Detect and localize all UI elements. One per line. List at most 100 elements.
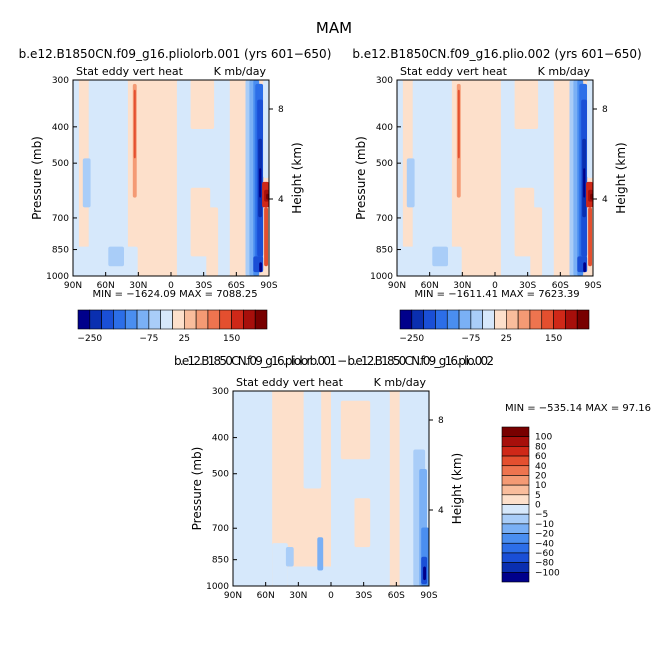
y-tick-label: 500	[376, 159, 393, 169]
contour-region	[397, 80, 403, 276]
colorbar-swatch	[243, 309, 256, 330]
panel-3: b.e12.B1850CN.f09_g16.pliolorb.001 − b.e…	[174, 354, 651, 601]
contour-region	[423, 566, 426, 581]
colorbar-label: 25	[179, 334, 190, 344]
colorbar-swatch	[517, 309, 531, 330]
contour-region	[133, 89, 136, 159]
contour-region	[583, 262, 587, 273]
colorbar-label: −250	[77, 334, 102, 344]
colorbar-label: 150	[545, 334, 562, 344]
colorbar-swatch	[501, 572, 530, 583]
colorbar-label: 100	[535, 433, 552, 443]
y2-tick-label: 8	[278, 105, 284, 115]
colorbar-swatch	[501, 542, 530, 554]
colorbar-swatch	[501, 504, 530, 515]
contour-region	[88, 80, 128, 276]
colorbar-label: −80	[535, 559, 554, 569]
contour-region	[108, 246, 124, 267]
colorbar-swatch	[399, 309, 413, 330]
colorbar-label: 40	[535, 462, 547, 472]
colorbar-label: −5	[535, 510, 548, 520]
contour-region	[588, 207, 592, 267]
y-tick-label: 300	[212, 387, 229, 397]
colorbar-swatch	[207, 309, 221, 330]
x-tick-label: 30S	[195, 281, 212, 291]
colorbar-swatch	[501, 475, 530, 486]
x-tick-label: 60N	[421, 281, 439, 291]
contour-region	[590, 193, 593, 200]
colorbar-swatch	[553, 309, 566, 330]
y-tick-label: 700	[212, 524, 229, 534]
colorbar-swatch	[160, 309, 173, 330]
contour-region	[587, 80, 593, 178]
y-axis-label: Pressure (mb)	[354, 136, 368, 220]
contour-region	[259, 262, 263, 273]
contour-field	[73, 80, 269, 276]
y-tick-label: 700	[52, 214, 69, 224]
y2-axis-label: Height (km)	[614, 142, 628, 213]
contour-region	[263, 80, 269, 178]
contour-region	[530, 207, 543, 276]
y-tick-label: 850	[376, 246, 393, 256]
contour-region	[259, 168, 262, 198]
colorbar-swatch	[77, 309, 91, 330]
colorbar-swatch	[113, 309, 126, 330]
colorbar-swatch	[219, 309, 232, 330]
colorbar-swatch	[501, 465, 530, 476]
colorbar-swatch	[254, 309, 268, 330]
x-tick-label: 60N	[97, 281, 115, 291]
x-tick-label: 90N	[388, 281, 406, 291]
contour-region	[514, 80, 539, 129]
colorbar-swatch	[89, 309, 102, 330]
y-tick-label: 400	[212, 434, 229, 444]
x-tick-label: 90N	[224, 591, 242, 601]
y-tick-label: 500	[212, 470, 229, 480]
colorbar-swatch	[172, 309, 185, 330]
colorbar-label: 150	[223, 334, 240, 344]
contour-region	[583, 168, 586, 198]
colorbar-swatch	[195, 309, 209, 330]
contour-region	[73, 80, 79, 276]
contour-region	[190, 187, 211, 257]
colorbar-label: −100	[535, 568, 560, 578]
colorbar-label: 0	[535, 501, 541, 511]
colorbar-swatch	[506, 309, 519, 330]
colorbar-label: 25	[501, 334, 512, 344]
colorbar-swatch	[501, 426, 530, 437]
min-max-stats: MIN = −535.14 MAX = 97.16	[505, 403, 651, 414]
subtitle-right: K mb/day	[214, 65, 267, 78]
x-tick-label: 0	[492, 281, 498, 291]
colorbar-swatch	[565, 309, 578, 330]
min-max-stats: MIN = −1624.09 MAX = 7088.25	[92, 289, 257, 300]
panel-title: b.e12.B1850CN.f09_g16.pliolorb.001 − b.e…	[174, 354, 494, 368]
colorbar-swatch	[446, 309, 460, 330]
x-tick-label: 30N	[453, 281, 471, 291]
figure-title: MAM	[316, 19, 352, 37]
x-tick-label: 30N	[129, 281, 147, 291]
colorbar-swatch	[501, 513, 530, 525]
colorbar-label: −75	[461, 334, 480, 344]
colorbar-label: 60	[535, 452, 547, 462]
colorbar-label: 80	[535, 442, 547, 452]
contour-region	[406, 158, 415, 208]
contour-region	[266, 193, 269, 200]
contour-field	[397, 80, 593, 276]
y-axis-label: Pressure (mb)	[190, 447, 204, 531]
colorbar-swatch	[148, 309, 161, 330]
subtitle-right: K mb/day	[538, 65, 591, 78]
colorbar-swatch	[541, 309, 554, 330]
x-tick-label: 60S	[552, 281, 569, 291]
colorbar-label: −10	[535, 520, 554, 530]
colorbar-swatch	[501, 446, 530, 457]
subtitle-left: Stat eddy vert heat	[236, 376, 344, 389]
y2-axis-label: Height (km)	[290, 142, 304, 213]
contour-field	[233, 391, 429, 586]
colorbar-swatch	[231, 309, 244, 330]
contour-region	[264, 207, 268, 267]
panel-2: b.e12.B1850CN.f09_g16.plio.002 (yrs 601−…	[352, 47, 641, 344]
x-tick-label: 30S	[355, 591, 372, 601]
contour-region	[272, 543, 288, 586]
contour-region	[317, 537, 324, 571]
